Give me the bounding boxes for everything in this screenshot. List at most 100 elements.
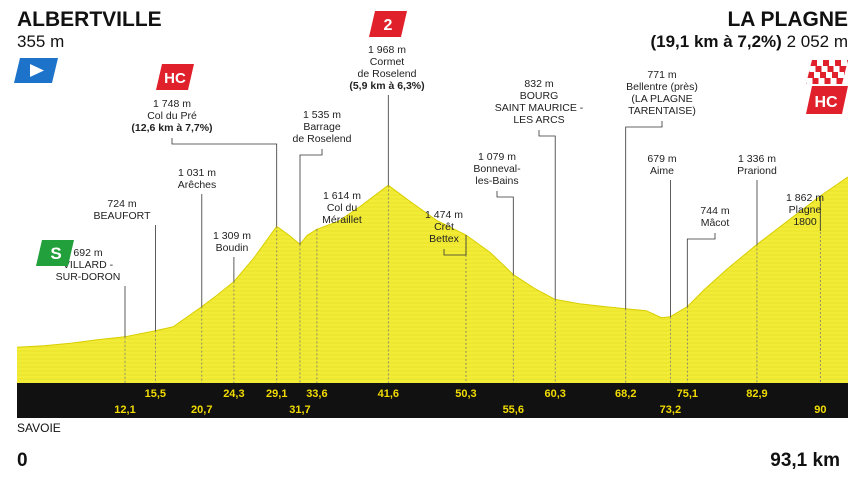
marker-label-line: Arêches — [178, 179, 217, 191]
marker-label-line: 692 m — [73, 247, 102, 259]
marker-label-line: Bonneval- — [473, 163, 521, 175]
marker-label: 1 968 m Cormet de Roselend (5,9 km à 6,3%) — [349, 44, 424, 92]
marker-label-line: (LA PLAGNE — [631, 93, 692, 105]
marker-label-line: Cormet — [370, 56, 405, 68]
start-km-label: 0 — [17, 450, 28, 471]
region-label: SAVOIE — [17, 421, 61, 435]
checker-square — [833, 66, 840, 72]
checker-square — [841, 60, 847, 66]
start-altitude: 355 m — [17, 32, 64, 51]
checker-square — [829, 60, 835, 66]
marker-label-line: Barrage — [303, 121, 341, 133]
km-tick-label: 90 — [814, 404, 826, 416]
finish-hc-badge: HC — [806, 86, 848, 114]
elevation-profile-area — [17, 176, 848, 383]
start-town-name: ALBERTVILLE — [17, 8, 162, 31]
finish-flag-icon — [806, 60, 848, 84]
km-tick-label: 24,3 — [223, 388, 244, 400]
marker-label-line: Aime — [650, 165, 674, 177]
checker-square — [821, 66, 828, 72]
finish-km-label: 93,1 km — [770, 450, 840, 471]
start-flag-icon — [14, 58, 58, 83]
marker-leader-line — [538, 130, 556, 300]
marker-leader-line — [686, 233, 716, 307]
marker-label-line: 1 535 m — [303, 109, 341, 121]
marker-label-line: 679 m — [647, 153, 676, 165]
sprint-badge: S — [36, 240, 74, 266]
checker-square — [817, 60, 823, 66]
finish-climb-info: (19,1 km à 7,2%) 2 052 m — [650, 32, 848, 51]
checker-square — [809, 66, 816, 72]
marker-label-line: LES ARCS — [513, 114, 564, 126]
marker-label: 1 535 m Barrage de Roselend — [293, 109, 352, 145]
finish-town-name: LA PLAGNE — [727, 8, 848, 31]
finish-altitude: 2 052 m — [787, 32, 848, 51]
cat2-badge-label: 2 — [384, 17, 393, 34]
km-tick-label: 15,5 — [145, 388, 166, 400]
marker-label: 1 309 m Boudin — [213, 230, 251, 254]
marker-label-line: 1 862 m — [786, 192, 824, 204]
checker-square — [830, 78, 837, 84]
marker-label-line: 771 m — [647, 69, 676, 81]
marker-label-line: 1 031 m — [178, 167, 216, 179]
marker-leader-line — [443, 235, 467, 256]
km-tick-label: 12,1 — [114, 404, 135, 416]
marker-label: 1 614 m Col du Méraillet — [322, 190, 362, 226]
checker-square — [806, 78, 813, 84]
finish-climb-stats: (19,1 km à 7,2%) — [650, 32, 781, 51]
marker-label-line: SUR-DORON — [56, 271, 121, 283]
marker-label-line: 1 079 m — [478, 151, 516, 163]
km-tick-label: 20,7 — [191, 404, 212, 416]
marker-label-line: Col du — [327, 202, 358, 214]
marker-label: 1 474 m Crêt Bettex — [425, 209, 463, 245]
km-tick-label: 41,6 — [378, 388, 399, 400]
checker-square — [814, 72, 820, 78]
km-tick-label: 29,1 — [266, 388, 287, 400]
km-tick-label: 75,1 — [677, 388, 698, 400]
marker-label: 832 m BOURG SAINT MAURICE -LES ARCS — [495, 78, 584, 126]
elevation-profile-line — [16, 176, 849, 348]
marker-label-line: BEAUFORT — [94, 210, 152, 222]
marker-label-line: Boudin — [216, 242, 249, 254]
marker-label-line: BOURG — [520, 90, 559, 102]
cat2-climb-badge: 2 — [369, 11, 407, 37]
km-label-group: 12,1 15,5 20,7 24,3 29,131,7 33,6 41,6 50,3 55,6… — [114, 388, 826, 416]
marker-label: 1 079 m Bonneval-les-Bains — [473, 151, 521, 187]
km-tick-label: 33,6 — [306, 388, 327, 400]
marker-group: 692 m VILLARD -SUR-DORON 724 m BEAUFORT 1 03… — [56, 44, 824, 383]
km-tick-label: 31,7 — [289, 404, 310, 416]
finish-hc-label: HC — [814, 94, 838, 111]
marker-label-line: TARENTAISE) — [628, 105, 696, 117]
marker-label: 692 m VILLARD -SUR-DORON — [56, 247, 121, 283]
marker-label-line: Col du Pré — [147, 110, 197, 122]
marker-label-line: 744 m — [700, 205, 729, 217]
marker-label-line: de Roselend — [358, 68, 417, 80]
marker-label-line: VILLARD - — [63, 259, 114, 271]
km-tick-label: 50,3 — [455, 388, 476, 400]
marker-label: 679 m Aime — [647, 153, 676, 177]
marker-label: 1 031 m Arêches — [178, 167, 217, 191]
marker-leader-line — [625, 121, 663, 309]
hc-climb-badge: HC — [156, 64, 194, 90]
marker-label-line: 1 309 m — [213, 230, 251, 242]
marker-label-line: (5,9 km à 6,3%) — [349, 80, 424, 92]
marker-label-line: 1 336 m — [738, 153, 776, 165]
marker-label-line: les-Bains — [475, 175, 518, 187]
marker-label: 1 336 m Prariond — [737, 153, 777, 177]
marker-label-line: de Roselend — [293, 133, 352, 145]
marker-label-line: (12,6 km à 7,7%) — [131, 122, 212, 134]
km-tick-label: 55,6 — [503, 404, 524, 416]
km-band — [17, 383, 848, 418]
marker-label: 744 m Mâcot — [700, 205, 729, 229]
sprint-badge-label: S — [50, 244, 61, 263]
marker-label-line: 832 m — [524, 78, 553, 90]
km-tick-label: 60,3 — [545, 388, 566, 400]
marker-label: 1 862 m Plagne 1800 — [786, 192, 824, 228]
marker-label-line: 1 968 m — [368, 44, 406, 56]
checker-square — [826, 72, 832, 78]
marker-label-line: Prariond — [737, 165, 777, 177]
marker-label-line: 1 614 m — [323, 190, 361, 202]
hc-badge-label: HC — [164, 70, 186, 87]
